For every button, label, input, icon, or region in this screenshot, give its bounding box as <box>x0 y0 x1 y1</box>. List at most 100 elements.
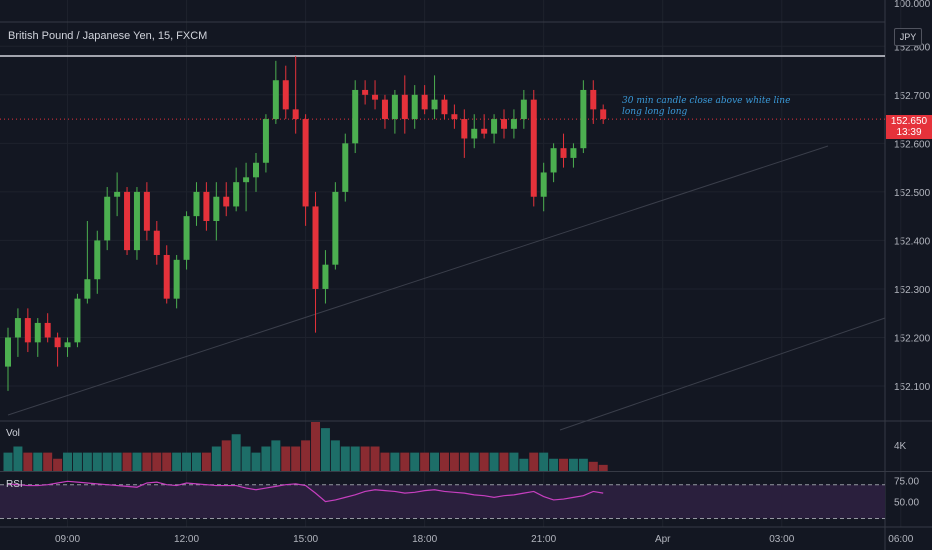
candle-body <box>193 191 200 217</box>
time-tick-label: 18:00 <box>412 534 437 545</box>
candle-body <box>322 264 329 289</box>
volume-tick-label: 4K <box>894 441 907 452</box>
candle-body <box>431 99 438 110</box>
candle-body <box>24 318 31 343</box>
candle-body <box>411 94 418 120</box>
candle-body <box>143 191 150 231</box>
volume-bar <box>142 452 152 471</box>
candle-body <box>133 191 140 251</box>
volume-bar <box>449 452 459 471</box>
volume-bar <box>410 452 420 471</box>
candle-body <box>491 119 498 134</box>
candle-body <box>84 279 91 299</box>
candle-body <box>580 89 587 149</box>
candle-body <box>173 259 180 299</box>
candle-body <box>34 322 41 343</box>
volume-bar <box>360 446 370 471</box>
symbol-title: British Pound / Japanese Yen, 15, FXCM <box>8 30 208 42</box>
candle-body <box>510 119 517 129</box>
chart-annotation[interactable]: 30 min candle close above white line lon… <box>622 96 790 118</box>
time-tick-label: Apr <box>655 534 671 545</box>
rsi-line <box>7 480 604 503</box>
volume-bar <box>459 452 469 471</box>
volume-bar <box>132 452 142 471</box>
volume-bar <box>390 452 400 471</box>
volume-bar <box>340 446 350 471</box>
candle-body <box>451 114 458 120</box>
volume-bar <box>72 452 82 471</box>
rsi-band <box>0 484 885 519</box>
rsi-label: RSI <box>6 479 23 490</box>
volume-bar <box>549 458 559 471</box>
volume-bar <box>162 452 172 471</box>
price-tick-label: 152.800 <box>894 42 931 53</box>
candle-body <box>471 128 478 139</box>
candle-body <box>381 99 388 120</box>
volume-bar <box>301 440 311 471</box>
volume-bar <box>400 452 410 471</box>
currency-button[interactable]: JPY <box>894 28 922 46</box>
candle-body <box>124 191 131 251</box>
candle-body <box>362 89 369 95</box>
candle-body <box>44 322 51 338</box>
candle-body <box>520 99 527 120</box>
volume-bar <box>152 452 162 471</box>
candle-body <box>570 148 577 158</box>
candle-body <box>203 191 210 221</box>
candle-body <box>590 89 597 110</box>
candle-body <box>213 196 220 221</box>
candle-body <box>550 148 557 173</box>
time-tick-label: 15:00 <box>293 534 318 545</box>
candle-body <box>481 128 488 134</box>
volume-bar <box>439 452 449 471</box>
candle-body <box>253 162 259 178</box>
volume-bar <box>588 461 598 471</box>
volume-bar <box>92 452 102 471</box>
volume-bar <box>241 446 251 471</box>
volume-bar <box>320 428 330 471</box>
price-tick-label: 152.500 <box>894 188 931 199</box>
volume-bar <box>33 452 43 471</box>
volume-bar <box>251 452 261 471</box>
price-tick-label: 152.600 <box>894 139 931 150</box>
candle-body <box>312 206 319 289</box>
annotation-line-2: long long long <box>622 107 688 117</box>
volume-bar <box>578 458 588 471</box>
volume-bar <box>122 452 132 471</box>
volume-bar <box>479 452 489 471</box>
volume-bar <box>261 446 271 471</box>
candle-body <box>302 119 309 207</box>
volume-bar <box>529 452 539 471</box>
price-tick-label: 152.400 <box>894 236 931 247</box>
time-tick-label: 09:00 <box>55 534 80 545</box>
rsi-tick-label: 50.00 <box>894 498 919 509</box>
volume-bar <box>430 452 440 471</box>
price-tick-label: 100.000 <box>894 0 931 10</box>
candle-body <box>540 172 547 197</box>
volume-bar <box>350 446 360 471</box>
time-tick-label: 06:00 <box>888 534 913 545</box>
candle-body <box>401 94 408 120</box>
candle-body <box>243 177 250 183</box>
volume-bar <box>13 446 23 471</box>
volume-bar <box>311 422 321 471</box>
candle-body <box>461 119 468 139</box>
candle-body <box>54 337 61 348</box>
candle-body <box>14 318 21 338</box>
candle-body <box>74 298 81 343</box>
volume-bar <box>231 434 241 471</box>
current-price: 152.650 <box>890 116 928 127</box>
price-tick-label: 152.200 <box>894 333 931 344</box>
volume-bar <box>370 446 380 471</box>
volume-label: Vol <box>6 428 20 439</box>
volume-bar <box>499 452 509 471</box>
candle-body <box>104 196 111 241</box>
current-price-badge: 152.650 13:39 <box>886 115 932 139</box>
candle-body <box>223 196 230 207</box>
price-tick-label: 152.700 <box>894 91 931 102</box>
volume-bar <box>43 452 53 471</box>
volume-bar <box>380 452 390 471</box>
volume-bar <box>519 458 529 471</box>
volume-bar <box>271 440 281 471</box>
